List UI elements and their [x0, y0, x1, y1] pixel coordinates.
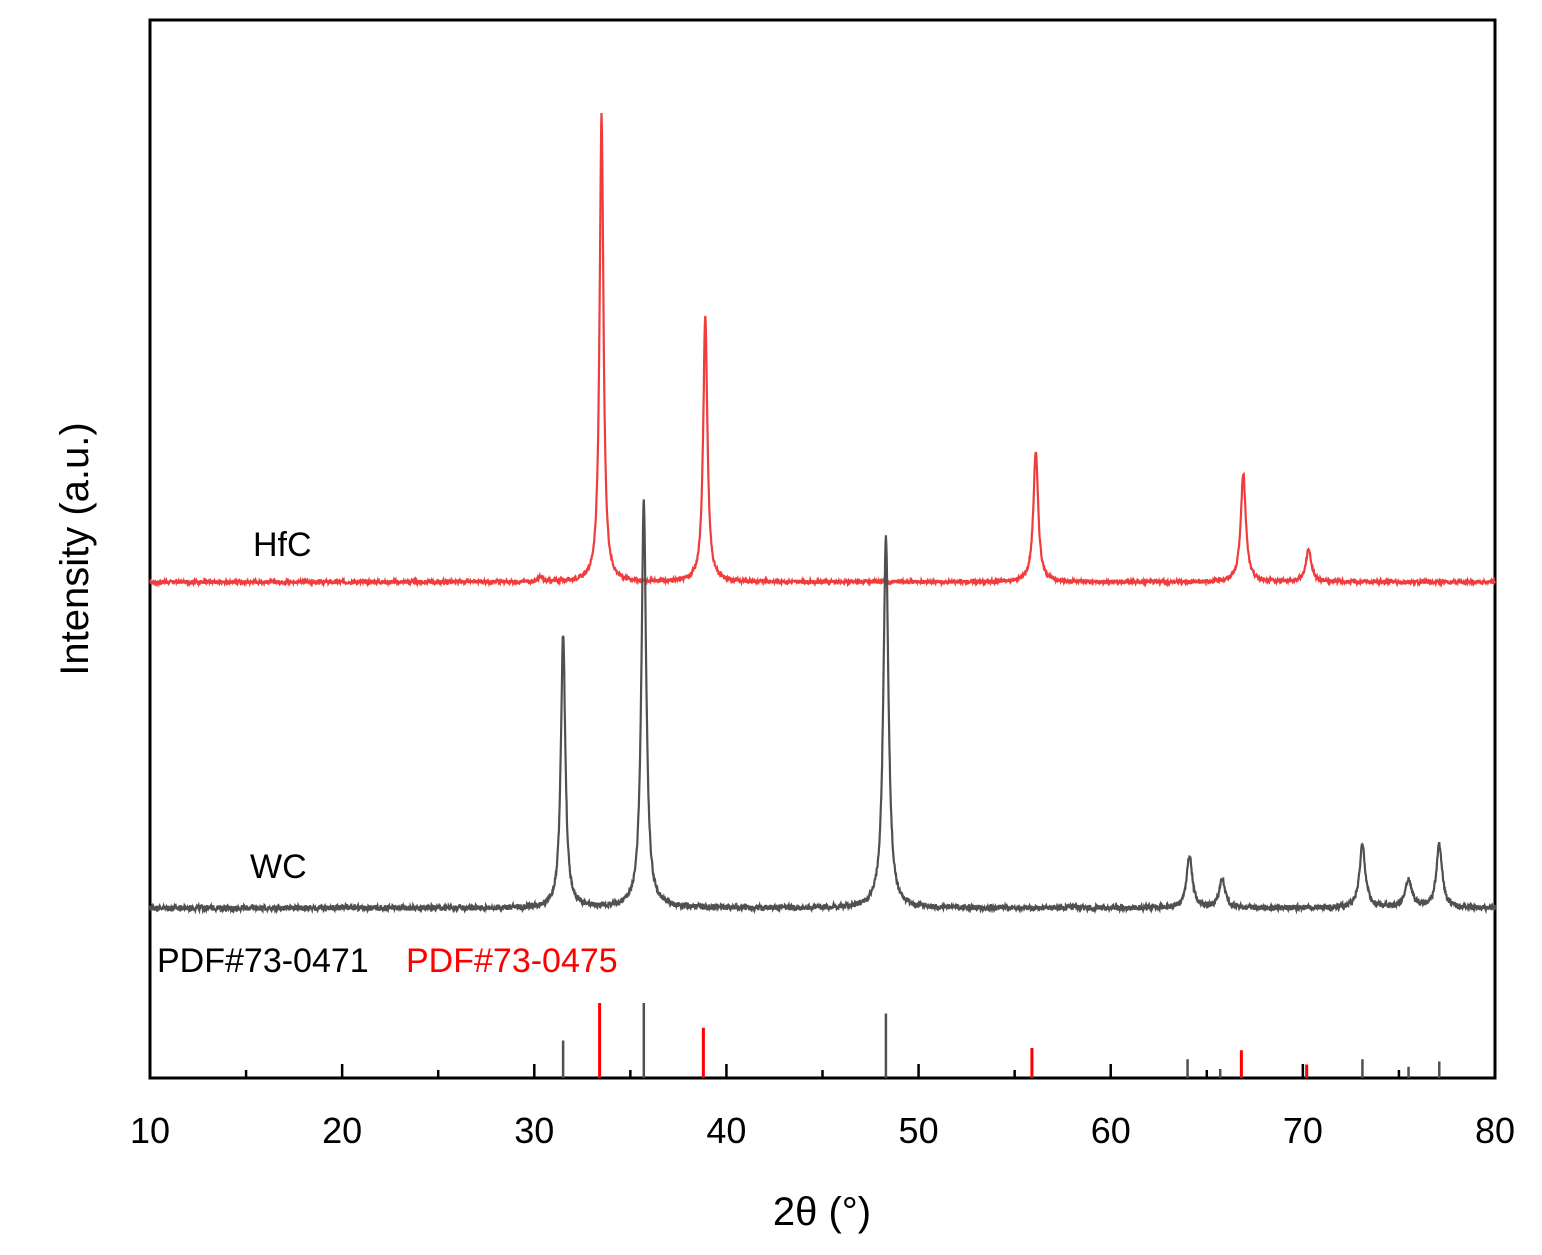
x-tick-label: 40 [706, 1110, 746, 1151]
x-tick-label: 20 [322, 1110, 362, 1151]
series-group [148, 112, 1497, 915]
x-axis-ticks: 10 20 30 40 50 60 70 80 [130, 1064, 1515, 1151]
x-tick-label: 50 [899, 1110, 939, 1151]
series-label-hfc: HfC [253, 526, 312, 564]
x-axis-label: 2θ (°) [773, 1190, 871, 1234]
x-tick-label: 10 [130, 1110, 170, 1151]
reference-label-wc: PDF#73-0471 [157, 942, 369, 980]
plot-frame [148, 18, 1497, 1080]
x-tick-label: 30 [514, 1110, 554, 1151]
y-axis-label: Intensity (a.u.) [53, 422, 97, 675]
reference-pattern-group [561, 1003, 1441, 1078]
reference-label-hfc: PDF#73-0475 [406, 942, 618, 980]
x-tick-label: 80 [1475, 1110, 1515, 1151]
x-tick-label: 70 [1283, 1110, 1323, 1151]
plot-area [148, 18, 1497, 1080]
x-tick-label: 60 [1091, 1110, 1131, 1151]
series-line-wc [148, 499, 1497, 915]
series-line-hfc [149, 112, 1497, 589]
series-label-wc: WC [250, 848, 307, 886]
